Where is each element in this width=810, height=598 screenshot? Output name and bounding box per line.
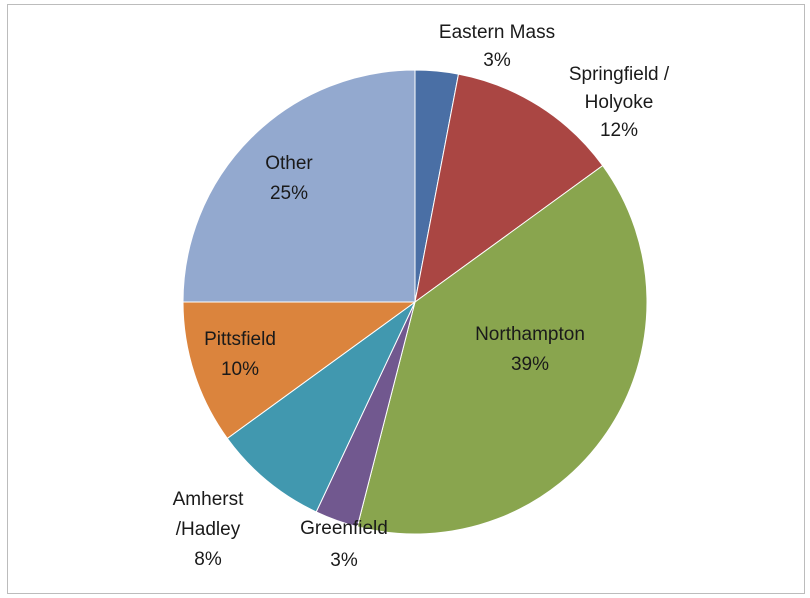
- slice-label-line: Holyoke: [585, 92, 654, 113]
- slice-label-eastern-mass: Eastern Mass 3%: [439, 22, 555, 71]
- slice-label-line: 39%: [511, 354, 549, 375]
- slice-label-line: 25%: [270, 183, 308, 204]
- slice-label-line: Greenfield: [300, 518, 388, 539]
- pie-slice-springfield: [414, 73, 604, 304]
- slice-label-northampton: Northampton 39%: [475, 324, 585, 375]
- slice-label-pittsfield: Pittsfield 10%: [204, 329, 276, 380]
- slice-label-springfield: Springfield / Holyoke 12%: [569, 64, 670, 141]
- slice-label-line: Northampton: [475, 324, 585, 345]
- pie-slice-other: [182, 69, 416, 303]
- slice-label-line: 3%: [483, 50, 511, 71]
- slice-label-line: 12%: [600, 120, 638, 141]
- pie-slices: [182, 69, 648, 535]
- slice-label-line: Other: [265, 153, 313, 174]
- pie-slice-northampton: [356, 164, 648, 535]
- pie-labels: Eastern Mass 3% Springfield / Holyoke 12% Nor…: [173, 22, 670, 571]
- slice-label-greenfield: Greenfield 3%: [300, 518, 388, 571]
- pie-slice-pittsfield: [182, 301, 417, 440]
- slice-label-line: Amherst: [173, 489, 244, 510]
- slice-label-line: 3%: [330, 550, 358, 571]
- slice-label-line: /Hadley: [176, 519, 241, 540]
- slice-label-line: 10%: [221, 359, 259, 380]
- slice-label-line: Eastern Mass: [439, 22, 555, 43]
- slice-label-amherst: Amherst/Hadley 8%: [173, 489, 244, 570]
- slice-label-other: Other 25%: [265, 153, 313, 204]
- slice-label-line: 8%: [194, 549, 222, 570]
- slice-label-line: Springfield /: [569, 64, 670, 85]
- slice-label-line: Pittsfield: [204, 329, 276, 350]
- pie-slice-amherst: [226, 301, 416, 513]
